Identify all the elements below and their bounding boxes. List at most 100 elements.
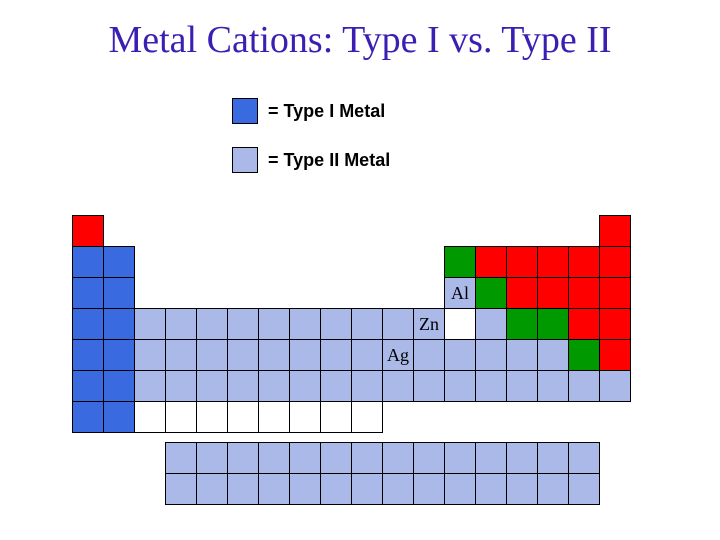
pt-cell [382, 308, 414, 340]
pt-f-cell [506, 473, 538, 505]
pt-cell [72, 401, 104, 433]
pt-cell [537, 308, 569, 340]
pt-cell [599, 370, 631, 402]
pt-f-cell [475, 473, 507, 505]
pt-cell [134, 401, 166, 433]
pt-cell [537, 277, 569, 309]
pt-f-cell [165, 473, 197, 505]
pt-cell [568, 339, 600, 371]
pt-cell [351, 339, 383, 371]
pt-cell [599, 246, 631, 278]
pt-cell-zn: Zn [413, 308, 445, 340]
pt-f-cell [475, 442, 507, 474]
pt-cell [227, 401, 259, 433]
pt-cell [103, 277, 135, 309]
pt-f-cell [289, 473, 321, 505]
pt-cell [599, 308, 631, 340]
page-title: Metal Cations: Type I vs. Type II [0, 18, 720, 62]
pt-cell [72, 277, 104, 309]
pt-cell [506, 339, 538, 371]
pt-f-cell [444, 442, 476, 474]
pt-cell [103, 370, 135, 402]
pt-f-cell [258, 473, 290, 505]
pt-cell [568, 277, 600, 309]
pt-cell [72, 339, 104, 371]
legend-row-type2: = Type II Metal [232, 147, 390, 173]
pt-cell [382, 370, 414, 402]
pt-cell [289, 339, 321, 371]
pt-cell [599, 215, 631, 247]
pt-f-cell [506, 442, 538, 474]
pt-cell [196, 401, 228, 433]
pt-cell [475, 370, 507, 402]
pt-cell [72, 246, 104, 278]
legend-label-type2: = Type II Metal [268, 150, 390, 171]
pt-cell [320, 308, 352, 340]
pt-cell [351, 308, 383, 340]
pt-cell [258, 401, 290, 433]
pt-f-cell [227, 473, 259, 505]
pt-cell [103, 401, 135, 433]
pt-cell [196, 339, 228, 371]
pt-cell [258, 370, 290, 402]
pt-f-cell [320, 473, 352, 505]
pt-cell [537, 246, 569, 278]
pt-f-cell [165, 442, 197, 474]
pt-cell [506, 308, 538, 340]
pt-cell [351, 401, 383, 433]
pt-cell [165, 308, 197, 340]
pt-cell [72, 370, 104, 402]
legend-label-type1: = Type I Metal [268, 101, 385, 122]
pt-cell [103, 339, 135, 371]
pt-cell [506, 370, 538, 402]
pt-f-cell [351, 473, 383, 505]
pt-f-cell [568, 442, 600, 474]
pt-cell [599, 339, 631, 371]
pt-f-cell [444, 473, 476, 505]
pt-cell [72, 308, 104, 340]
pt-f-cell [258, 442, 290, 474]
legend-swatch-type2 [232, 147, 258, 173]
pt-cell [227, 370, 259, 402]
pt-cell [413, 339, 445, 371]
pt-cell [599, 277, 631, 309]
pt-cell-ag: Ag [382, 339, 414, 371]
pt-cell [568, 308, 600, 340]
pt-cell [506, 246, 538, 278]
pt-cell [72, 215, 104, 247]
pt-cell [444, 339, 476, 371]
pt-cell [165, 401, 197, 433]
pt-cell [103, 308, 135, 340]
pt-cell [537, 339, 569, 371]
pt-f-cell [289, 442, 321, 474]
pt-f-cell [413, 442, 445, 474]
pt-cell [351, 370, 383, 402]
pt-cell [320, 339, 352, 371]
pt-cell [537, 370, 569, 402]
pt-cell [475, 339, 507, 371]
pt-cell [134, 370, 166, 402]
pt-f-cell [413, 473, 445, 505]
pt-f-cell [351, 442, 383, 474]
pt-cell [103, 246, 135, 278]
pt-cell [568, 370, 600, 402]
pt-cell [196, 370, 228, 402]
pt-cell [289, 401, 321, 433]
pt-f-cell [320, 442, 352, 474]
pt-cell [444, 246, 476, 278]
pt-cell [289, 308, 321, 340]
pt-cell [320, 370, 352, 402]
pt-cell [258, 308, 290, 340]
periodic-table-fblock [165, 442, 599, 504]
pt-f-cell [227, 442, 259, 474]
pt-f-cell [382, 442, 414, 474]
pt-cell-al: Al [444, 277, 476, 309]
pt-f-cell [537, 442, 569, 474]
pt-cell [196, 308, 228, 340]
pt-f-cell [537, 473, 569, 505]
pt-cell [475, 308, 507, 340]
pt-cell [134, 308, 166, 340]
pt-cell [165, 339, 197, 371]
pt-cell [320, 401, 352, 433]
legend-swatch-type1 [232, 98, 258, 124]
